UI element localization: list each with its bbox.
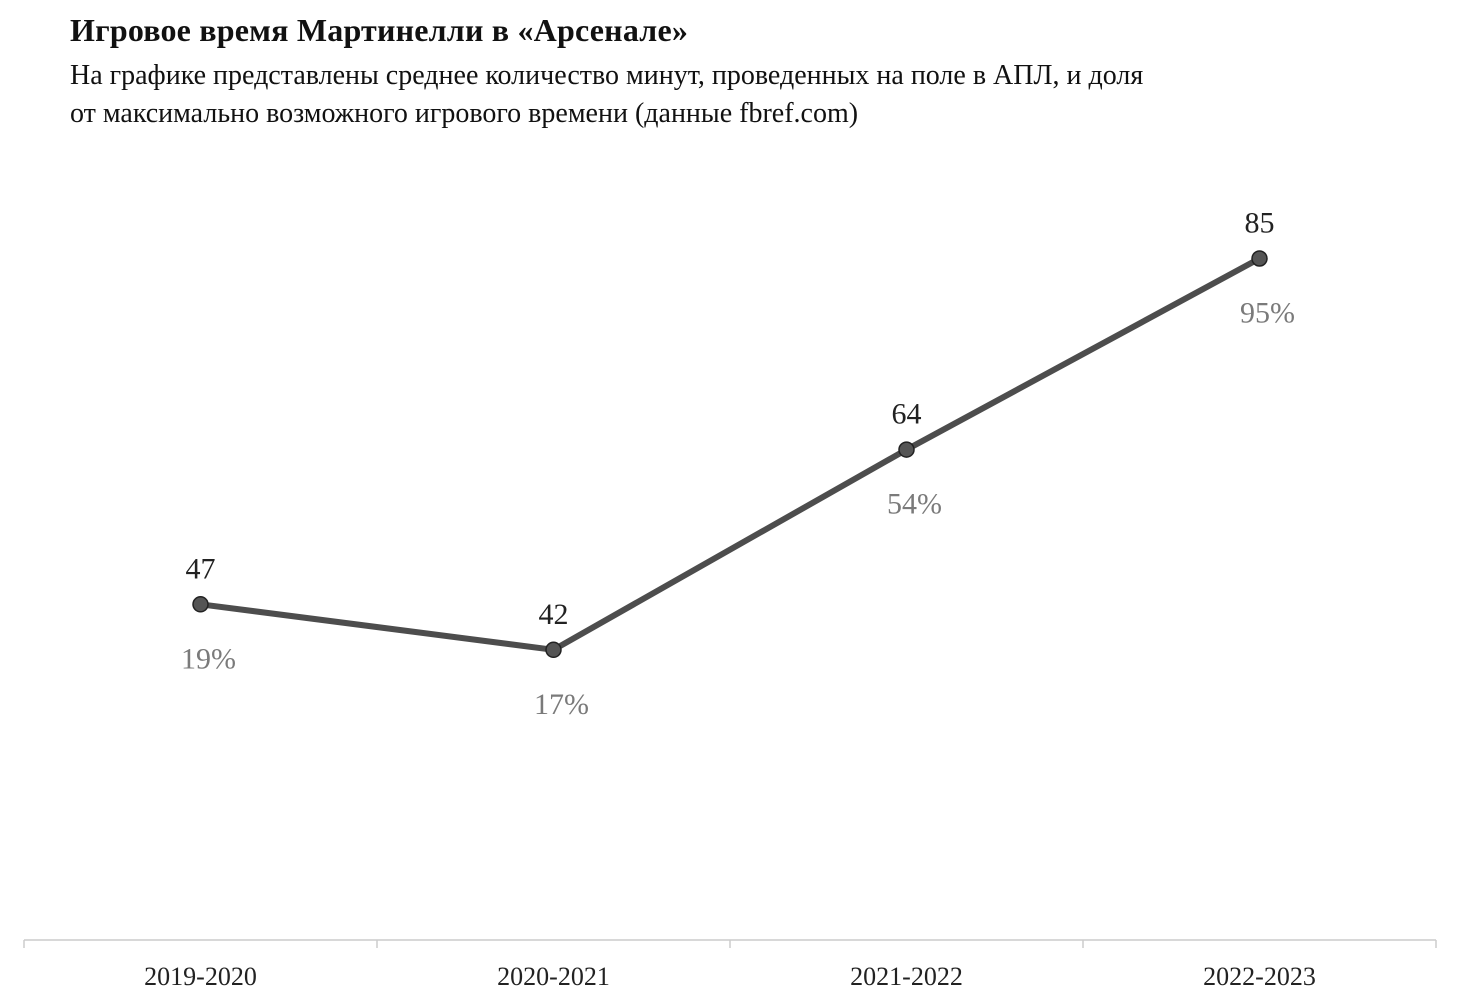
data-point: [545, 641, 562, 659]
data-label-minutes: 64: [892, 398, 922, 431]
x-tick-label: 2021-2022: [850, 962, 963, 991]
data-label-share: 17%: [534, 688, 589, 721]
x-tick-label: 2022-2023: [1203, 962, 1316, 991]
chart-subtitle: На графике представлены среднее количест…: [70, 57, 1390, 133]
series-line-layer: [197, 255, 1263, 653]
data-point: [1251, 250, 1268, 267]
subtitle-line-2: от максимально возможного игрового време…: [70, 98, 859, 129]
data-point: [192, 596, 209, 613]
data-label-share: 54%: [887, 488, 942, 521]
data-label-layer: 47 19% 42 17% 64 54% 85 95%: [181, 207, 1295, 721]
data-label-minutes: 42: [539, 598, 569, 631]
data-label-minutes: 47: [186, 552, 216, 585]
data-label-share: 19%: [181, 642, 236, 675]
x-tick-label: 2019-2020: [144, 962, 257, 991]
data-label-minutes: 85: [1245, 207, 1275, 240]
marker-layer: [192, 250, 1268, 659]
data-point: [898, 441, 915, 458]
subtitle-line-1: На графике представлены среднее количест…: [70, 60, 1144, 91]
data-label-share: 95%: [1240, 297, 1295, 330]
x-tick-label: 2020-2021: [497, 962, 610, 991]
series-line: [197, 255, 1263, 653]
chart-title: Игровое время Мартинелли в «Арсенале»: [70, 12, 689, 48]
x-axis: 2019-2020 2020-2021 2021-2022 2022-2023: [23, 939, 1437, 991]
